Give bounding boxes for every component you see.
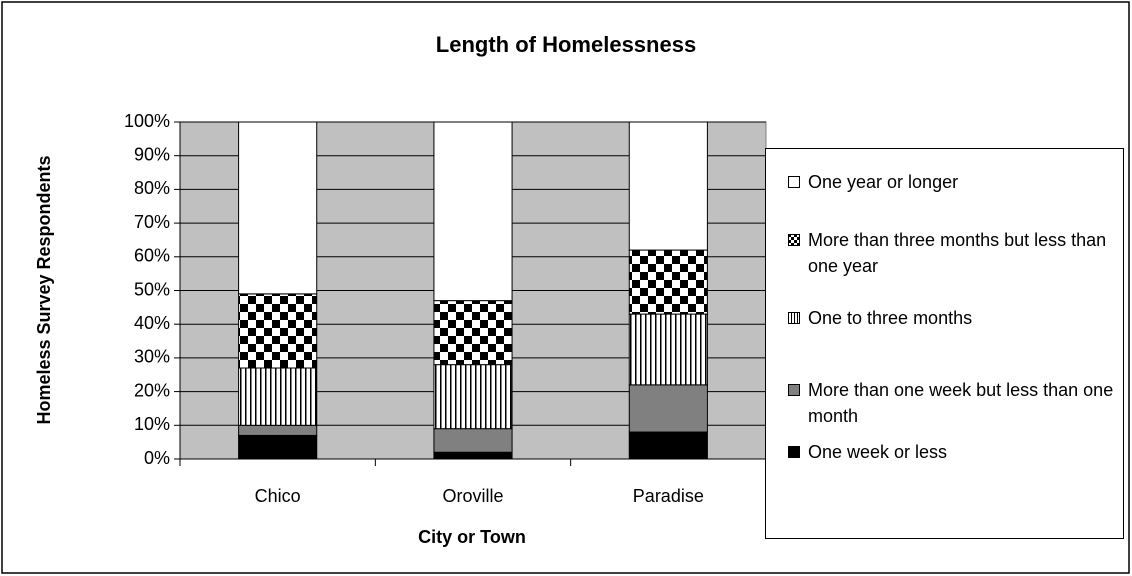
legend-marker: [788, 234, 800, 246]
y-tick-label: 0%: [144, 448, 170, 468]
legend-swatch: [788, 446, 800, 458]
y-axis-label: Homeless Survey Respondents: [34, 155, 54, 424]
bar-segment: [433, 364, 513, 430]
bar-segment: [238, 121, 318, 295]
bar-segment: [238, 424, 318, 436]
bar-segment: [433, 451, 513, 460]
legend-swatch: [788, 176, 800, 188]
legend-marker: [788, 384, 800, 396]
legend-marker: [788, 176, 800, 188]
legend-marker: [788, 446, 800, 458]
legend-label: One year or longer: [808, 172, 959, 192]
y-tick-label: 60%: [134, 246, 170, 266]
y-tick-label: 40%: [134, 313, 170, 333]
legend-swatch: [788, 234, 800, 246]
y-tick-label: 10%: [134, 414, 170, 434]
legend: One week or less More than one week but l…: [765, 148, 1124, 539]
x-tick-label: Chico: [255, 486, 301, 506]
legend-label: One week or less: [808, 442, 948, 462]
y-tick-label: 100%: [124, 111, 170, 131]
legend-marker: [788, 312, 800, 324]
legend-swatch: [788, 312, 800, 324]
bar-segment: [628, 249, 708, 315]
legend-entry: One week or less: [788, 439, 1132, 465]
y-tick-label: 30%: [134, 347, 170, 367]
y-tick-label: 20%: [134, 380, 170, 400]
legend-entry: More than one week but less than one mon…: [788, 377, 1132, 429]
x-tick-label: Paradise: [633, 486, 704, 506]
legend-entry: One to three months: [788, 305, 1132, 331]
x-axis-label: City or Town: [418, 527, 526, 547]
legend-label: More than one week but less than one mon…: [808, 380, 1114, 426]
bar-segment: [628, 313, 708, 386]
y-tick-label: 80%: [134, 178, 170, 198]
legend-entry: More than three months but less than one…: [788, 227, 1132, 279]
bar-segment: [238, 434, 318, 460]
bar-segment: [238, 293, 318, 369]
chart-title: Length of Homelessness: [436, 32, 696, 57]
bar-segment: [433, 428, 513, 453]
x-tick-label: Oroville: [442, 486, 503, 506]
legend-label: More than three months but less than one…: [808, 230, 1107, 276]
bar-segment: [238, 367, 318, 426]
bar-segment: [628, 121, 708, 251]
y-tick-label: 50%: [134, 279, 170, 299]
legend-swatch: [788, 384, 800, 396]
bar-segment: [628, 384, 708, 433]
bar-segment: [433, 300, 513, 366]
bar-segment: [433, 121, 513, 302]
legend-entry: One year or longer: [788, 169, 1132, 195]
bar-segment: [628, 431, 708, 460]
y-tick-label: 70%: [134, 212, 170, 232]
legend-label: One to three months: [808, 308, 973, 328]
y-tick-label: 90%: [134, 144, 170, 164]
